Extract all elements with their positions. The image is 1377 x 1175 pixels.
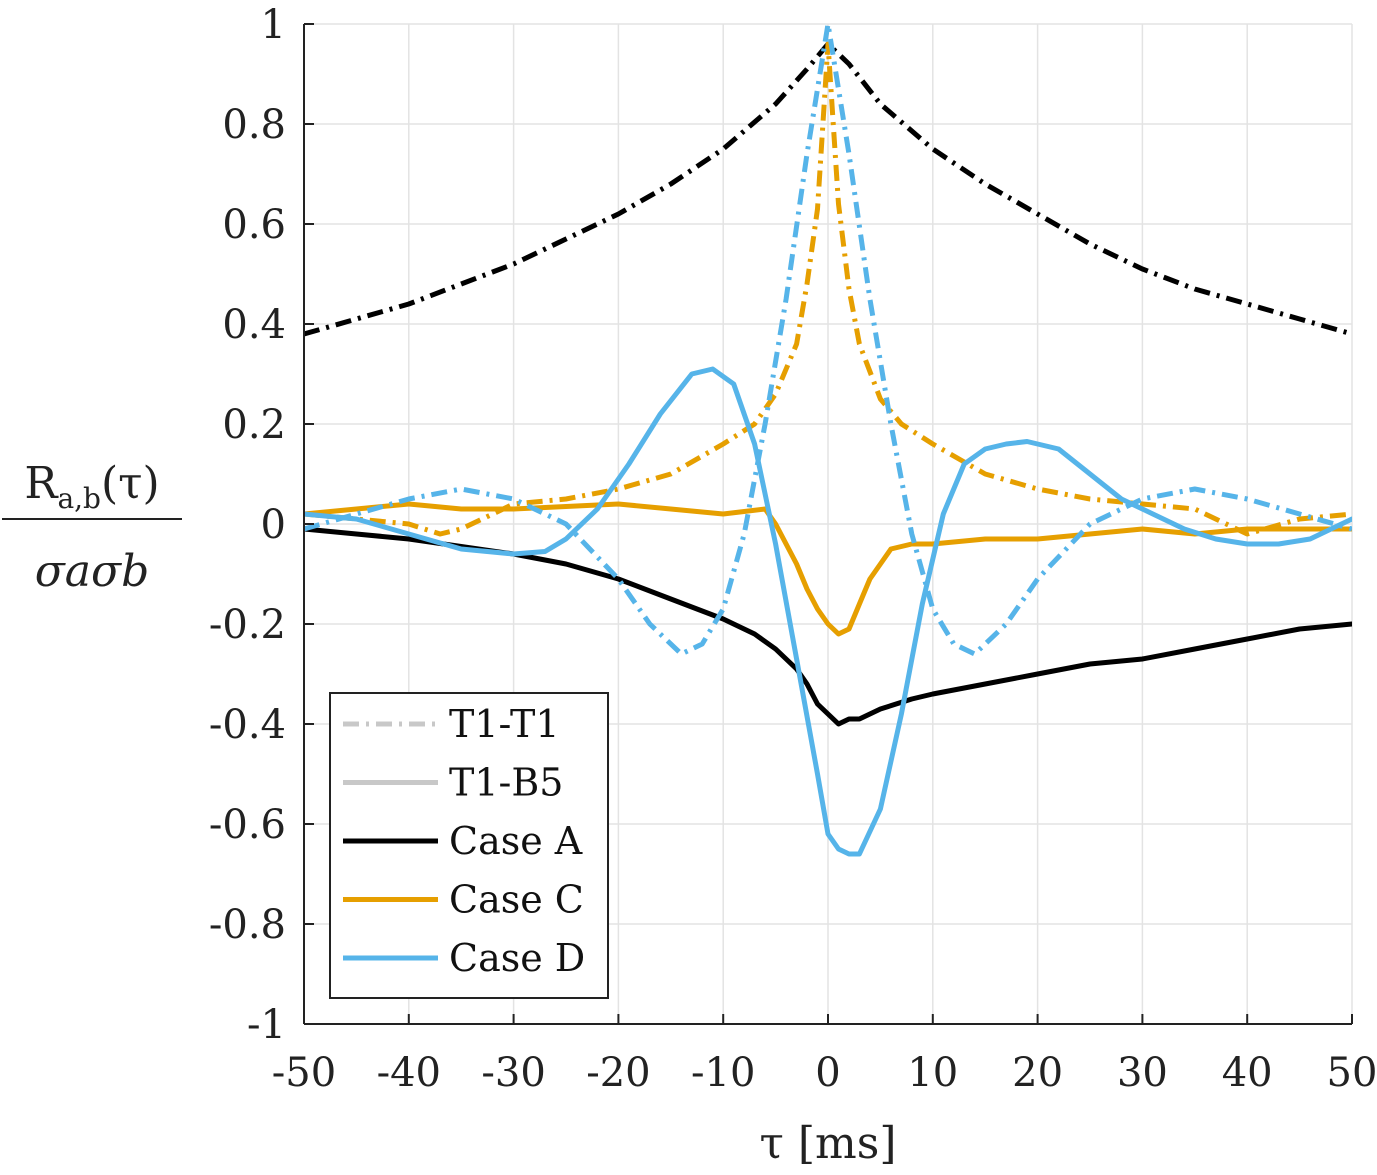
x-tick-label: 0 (815, 1050, 840, 1096)
series-layer (304, 24, 1352, 857)
y-title-denominator: σaσb (35, 546, 149, 597)
legend-label: T1-B5 (449, 761, 563, 805)
x-axis-title: τ [ms] (760, 1118, 897, 1169)
series-line-case-d-t1-t1 (304, 24, 1352, 657)
legend-label: Case D (449, 936, 585, 980)
y-tick-label: -0.6 (209, 802, 286, 848)
legend-label: Case C (449, 878, 584, 922)
y-tick-label: 0.2 (222, 402, 286, 448)
series-line-case-a-t1-b5 (304, 526, 1352, 727)
x-tick-label: -50 (272, 1050, 336, 1096)
legend-label: T1-T1 (449, 702, 560, 746)
x-tick-label: 40 (1222, 1050, 1273, 1096)
x-tick-label: 10 (907, 1050, 958, 1096)
tick-labels: -50 -40 -30 -20 -10 0 10 20 30 40 50-1-0.8-0.6-0.4… (209, 2, 1377, 1096)
legend: T1-T1 T1-B5 Case A Case C Case D (329, 692, 609, 999)
y-tick-label: 1 (261, 2, 286, 48)
y-title-numerator-sub: a,b (57, 482, 101, 515)
y-title-numerator: R (24, 458, 59, 509)
x-tick-label: -20 (586, 1050, 650, 1096)
svg-text:Ra,b(τ): Ra,b(τ) (24, 458, 159, 515)
y-tick-label: -0.8 (209, 902, 286, 948)
y-tick-label: -0.2 (209, 602, 286, 648)
x-tick-label: 50 (1327, 1050, 1377, 1096)
y-title-numerator-arg: (τ) (101, 458, 160, 509)
y-tick-label: 0.8 (222, 102, 286, 148)
y-tick-label: -1 (247, 1002, 286, 1048)
series-line-case-d-t1-b5 (304, 366, 1352, 857)
y-tick-label: 0 (261, 502, 286, 548)
x-tick-label: 20 (1012, 1050, 1063, 1096)
x-tick-label: -10 (691, 1050, 755, 1096)
x-tick-label: 30 (1117, 1050, 1168, 1096)
y-tick-label: -0.4 (209, 702, 286, 748)
y-tick-label: 0.4 (222, 302, 286, 348)
legend-box (329, 692, 609, 999)
y-axis-title: Ra,b(τ) σaσb (2, 458, 182, 597)
legend-label: Case A (449, 819, 583, 863)
axes (303, 23, 1353, 1025)
x-tick-label: -30 (481, 1050, 545, 1096)
y-tick-label: 0.6 (222, 202, 286, 248)
x-tick-label: -40 (377, 1050, 441, 1096)
